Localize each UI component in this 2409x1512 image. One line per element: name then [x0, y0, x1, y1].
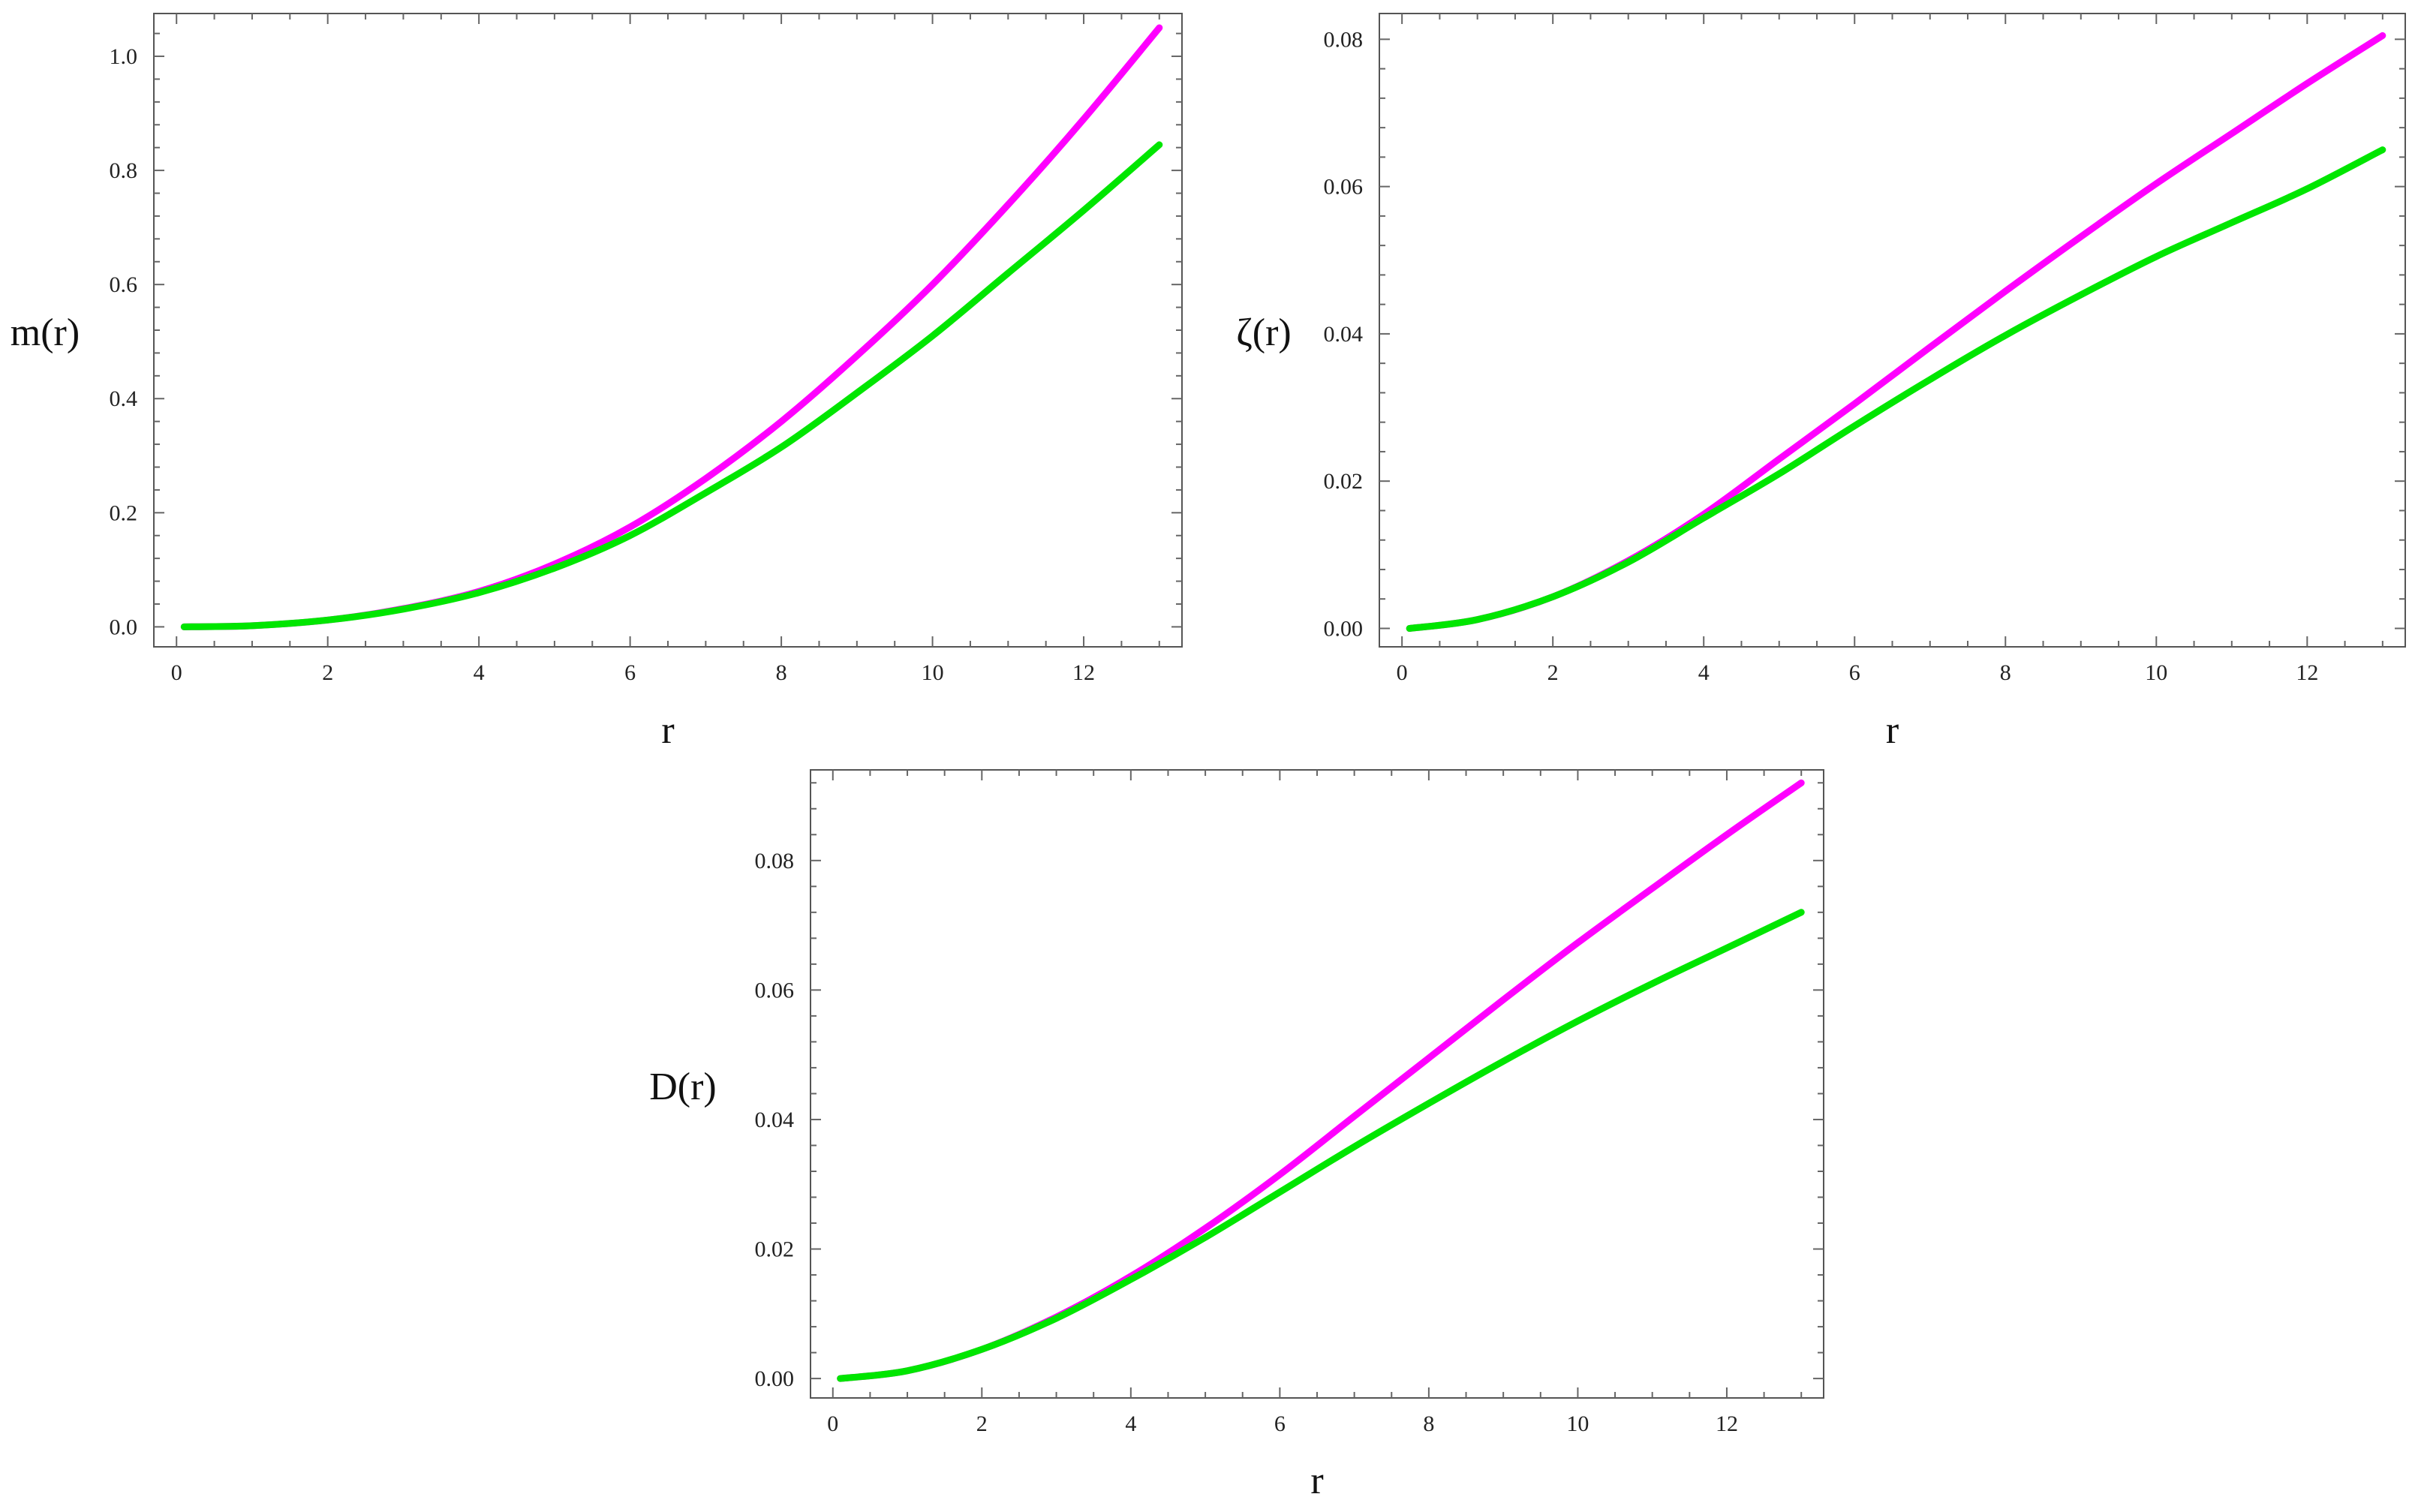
- x-axis-label: r: [661, 709, 674, 752]
- x-tick-label: 8: [2000, 660, 2011, 685]
- y-tick-label: 0.04: [1324, 322, 1364, 347]
- y-tick-label: 0.02: [1324, 469, 1364, 494]
- y-tick-label: 0.6: [110, 272, 138, 297]
- x-tick-label: 0: [171, 660, 182, 685]
- x-tick-label: 4: [1125, 1411, 1136, 1436]
- x-tick-label: 0: [827, 1411, 838, 1436]
- x-tick-label: 12: [2296, 660, 2318, 685]
- x-tick-label: 10: [1566, 1411, 1589, 1436]
- plot-frame: [153, 13, 1183, 648]
- x-tick-label: 8: [1423, 1411, 1434, 1436]
- y-tick-label: 0.06: [1324, 175, 1364, 200]
- y-tick-label: 0.00: [755, 1366, 795, 1391]
- y-tick-label: 0.4: [110, 386, 138, 411]
- x-axis-label: r: [1886, 709, 1899, 752]
- y-tick-label: 0.06: [755, 978, 795, 1002]
- plot-frame: [1379, 13, 2406, 648]
- x-tick-label: 8: [776, 660, 787, 685]
- chart-panel-zeta-of-r: 0 2 4 6 8 10 12 0.00 0.02 0.04 0.06 0.08 r ζ(r): [1236, 13, 2406, 752]
- x-tick-label: 12: [1072, 660, 1095, 685]
- x-tick-label: 6: [624, 660, 636, 685]
- y-tick-label: 0.8: [110, 158, 138, 183]
- y-axis-label: D(r): [649, 1066, 717, 1108]
- series-line-2-d-of-r: [837, 909, 1805, 1382]
- x-tick-label: 2: [322, 660, 333, 685]
- x-tick-label: 6: [1849, 660, 1860, 685]
- y-tick-label: 0.00: [1324, 616, 1364, 641]
- x-axis-label: r: [1310, 1459, 1323, 1502]
- y-tick-label: 0.0: [110, 615, 138, 639]
- x-tick-label: 0: [1397, 660, 1408, 685]
- x-tick-label: 10: [2145, 660, 2167, 685]
- y-tick-label: 0.08: [1324, 27, 1364, 52]
- x-tick-label: 4: [474, 660, 485, 685]
- series-line-1-m-of-r: [180, 24, 1163, 630]
- series-line-2-m-of-r: [180, 141, 1163, 630]
- series-line-1-d-of-r: [837, 779, 1805, 1382]
- y-axis-label: ζ(r): [1236, 311, 1291, 354]
- x-tick-label: 4: [1698, 660, 1710, 685]
- y-tick-label: 0.04: [755, 1108, 795, 1132]
- y-tick-label: 0.08: [755, 849, 795, 873]
- x-tick-label: 12: [1716, 1411, 1738, 1436]
- x-tick-label: 2: [976, 1411, 988, 1436]
- y-axis-label: m(r): [11, 311, 80, 354]
- series-line-2-zeta-of-r: [1406, 146, 2386, 632]
- x-tick-label: 6: [1274, 1411, 1286, 1436]
- x-tick-label: 2: [1547, 660, 1559, 685]
- x-tick-label: 10: [922, 660, 944, 685]
- chart-panel-d-of-r: 0 2 4 6 8 10 12 0.00 0.02 0.04 0.06 0.08 r D(r): [649, 769, 1824, 1502]
- chart-panel-m-of-r: 0 2 4 6 8 10 12 0.0 0.2 0.4 0.6 0.8 1.0 r m(r): [11, 13, 1183, 752]
- y-tick-label: 1.0: [110, 44, 138, 69]
- series-line-1-zeta-of-r: [1406, 32, 2386, 632]
- y-tick-label: 0.02: [755, 1237, 795, 1262]
- y-tick-label: 0.2: [110, 500, 138, 525]
- plot-frame: [810, 769, 1824, 1399]
